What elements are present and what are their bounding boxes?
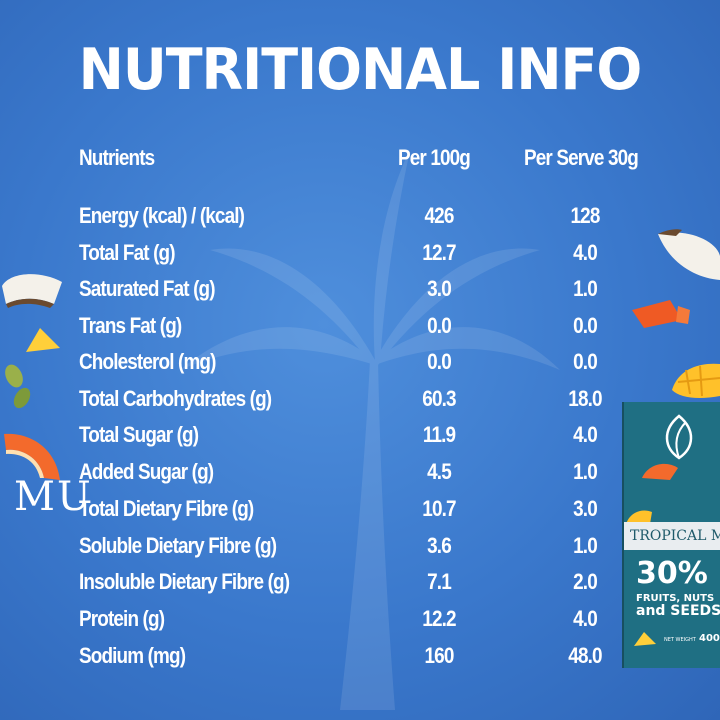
per-serve-value: 0.0 — [573, 349, 598, 374]
per-serve-value: 1.0 — [573, 459, 598, 484]
per-100g-value: 0.0 — [427, 313, 452, 338]
nutrient-name: Trans Fat (g) — [79, 313, 182, 338]
per-serve-value: 128 — [570, 203, 601, 228]
per-100g-value: 160 — [424, 643, 455, 668]
weight-label: NET WEIGHT — [664, 637, 696, 643]
package-line2: and SEEDS — [636, 603, 720, 619]
per-100g-value: 12.2 — [422, 606, 456, 631]
coconut-piece-icon — [2, 274, 62, 308]
per-100g-value: 7.1 — [427, 569, 452, 594]
per-100g-value: 4.5 — [427, 459, 452, 484]
per-serve-value: 48.0 — [568, 643, 602, 668]
package-brand: MU — [14, 474, 93, 520]
per-100g-value: 0.0 — [427, 349, 452, 374]
per-serve-value: 18.0 — [568, 386, 602, 411]
per-100g-value: 12.7 — [422, 240, 456, 265]
nutrient-name: Total Dietary Fibre (g) — [79, 496, 254, 521]
table-row: Cholesterol (mg) 0.0 0.0 — [0, 349, 720, 379]
table-row: Trans Fat (g) 0.0 0.0 — [0, 313, 720, 343]
table-row: Saturated Fat (g) 3.0 1.0 — [0, 276, 720, 306]
palm-tree-watermark — [180, 150, 560, 710]
nutrient-name: Added Sugar (g) — [79, 459, 214, 484]
per-serve-value: 4.0 — [573, 240, 598, 265]
pumpkin-seeds-icon — [5, 364, 31, 409]
nutrient-name: Protein (g) — [79, 606, 165, 631]
papaya-chunk-icon — [632, 300, 690, 328]
papaya-slice-icon — [4, 433, 60, 480]
weight-value: 400g — [699, 633, 720, 644]
table-row: Energy (kcal) / (kcal) 426 128 — [0, 203, 720, 233]
nutrient-name: Sodium (mg) — [79, 643, 186, 668]
header-per-100g: Per 100g — [398, 145, 471, 170]
table-row: Total Carbohydrates (g) 60.3 18.0 — [0, 386, 720, 416]
per-serve-value: 1.0 — [573, 533, 598, 558]
header-nutrients: Nutrients — [79, 145, 155, 170]
page-title: NUTRITIONAL INFO — [78, 36, 643, 103]
papaya-on-pack-icon — [642, 463, 678, 480]
nutrient-name: Energy (kcal) / (kcal) — [79, 203, 245, 228]
per-100g-value: 60.3 — [422, 386, 456, 411]
pineapple-on-pack-icon — [634, 632, 656, 646]
nutrient-name: Total Carbohydrates (g) — [79, 386, 272, 411]
table-row: Total Dietary Fibre (g) 10.7 3.0 — [0, 496, 720, 526]
table-row: Insoluble Dietary Fibre (g) 7.1 2.0 — [0, 569, 720, 599]
table-row: Sodium (mg) 160 48.0 — [0, 643, 720, 673]
package-line1: FRUITS, NUTS — [636, 593, 715, 604]
per-serve-value: 0.0 — [573, 313, 598, 338]
table-row: Added Sugar (g) 4.5 1.0 — [0, 459, 720, 489]
per-100g-value: 426 — [424, 203, 455, 228]
table-row: Protein (g) 12.2 4.0 — [0, 606, 720, 636]
leaf-logo-icon — [665, 414, 693, 460]
per-100g-value: 10.7 — [422, 496, 456, 521]
mango-on-pack-icon — [626, 510, 652, 524]
nutrient-name: Soluble Dietary Fibre (g) — [79, 533, 277, 558]
package-variant: TROPICAL M — [624, 522, 720, 550]
nutrient-name: Insoluble Dietary Fibre (g) — [79, 569, 290, 594]
per-serve-value: 4.0 — [573, 422, 598, 447]
per-100g-value: 11.9 — [422, 422, 456, 447]
package-weight: NET WEIGHT 400g — [664, 633, 720, 644]
header-per-serve: Per Serve 30g — [524, 145, 639, 170]
package-percent: 30% — [636, 556, 708, 591]
nutrient-name: Saturated Fat (g) — [79, 276, 216, 301]
mango-cube-icon — [672, 363, 720, 398]
per-100g-value: 3.0 — [427, 276, 452, 301]
per-serve-value: 4.0 — [573, 606, 598, 631]
nutrient-name: Total Sugar (g) — [79, 422, 199, 447]
per-serve-value: 3.0 — [573, 496, 598, 521]
table-row: Total Sugar (g) 11.9 4.0 — [0, 422, 720, 452]
nutrient-name: Total Fat (g) — [79, 240, 176, 265]
per-100g-value: 3.6 — [427, 533, 452, 558]
pineapple-chunk-icon — [26, 328, 60, 352]
per-serve-value: 1.0 — [573, 276, 598, 301]
per-serve-value: 2.0 — [573, 569, 598, 594]
coconut-piece-icon — [658, 229, 720, 280]
table-row: Total Fat (g) 12.7 4.0 — [0, 240, 720, 270]
table-row: Soluble Dietary Fibre (g) 3.6 1.0 — [0, 533, 720, 563]
nutrient-name: Cholesterol (mg) — [79, 349, 216, 374]
